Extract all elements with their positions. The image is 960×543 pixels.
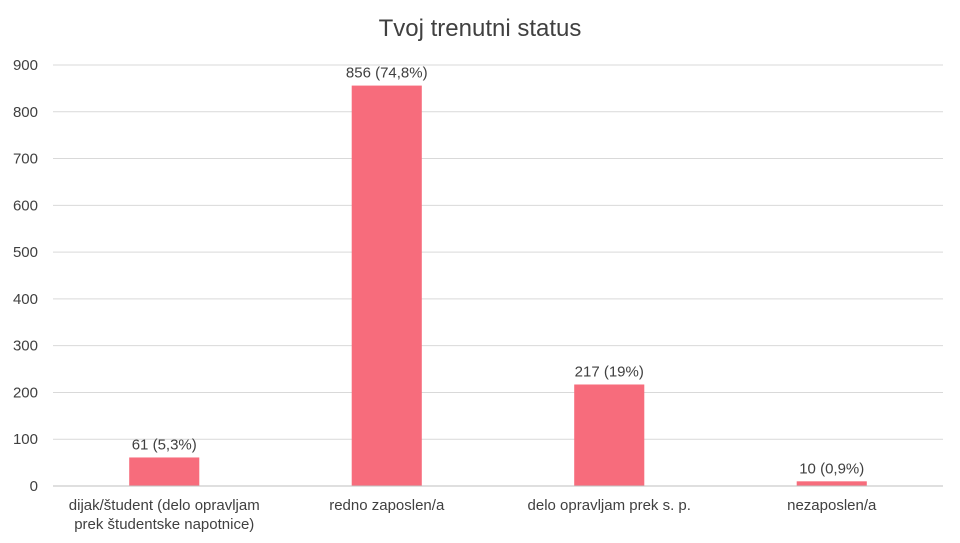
category-label: nezaposlen/a (787, 497, 877, 514)
bar (574, 384, 645, 486)
y-tick-label: 300 (13, 338, 38, 355)
gridlines (53, 64, 943, 440)
data-label: 61 (5,3%) (132, 436, 197, 453)
y-tick-label: 200 (13, 384, 38, 401)
y-tick-label: 500 (13, 244, 38, 261)
category-label: dijak/študent (delo opravljam (69, 497, 260, 514)
category-label: redno zaposlen/a (329, 497, 445, 514)
data-labels: 61 (5,3%) 856 (74,8%) 217 (19%) 10 (0,9%) (132, 65, 865, 478)
y-tick-label: 100 (13, 431, 38, 448)
bar (796, 481, 867, 486)
y-axis-ticks: 0 100 200 300 400 500 600 700 800 900 (13, 57, 38, 495)
bars (129, 85, 867, 487)
data-label: 856 (74,8%) (346, 65, 428, 82)
y-tick-label: 800 (13, 104, 38, 121)
y-tick-label: 0 (30, 478, 38, 495)
bar (129, 457, 200, 486)
y-tick-label: 400 (13, 291, 38, 308)
y-tick-label: 900 (13, 57, 38, 74)
category-labels: dijak/študent (delo opravljam prek študen… (69, 497, 877, 533)
data-label: 217 (19%) (575, 363, 644, 380)
data-label: 10 (0,9%) (799, 460, 864, 477)
bar (351, 85, 422, 487)
category-label: delo opravljam prek s. p. (528, 497, 691, 514)
category-label: prek študentske napotnice) (74, 516, 254, 533)
y-tick-label: 700 (13, 151, 38, 168)
chart-title: Tvoj trenutni status (379, 15, 582, 42)
y-tick-label: 600 (13, 197, 38, 214)
